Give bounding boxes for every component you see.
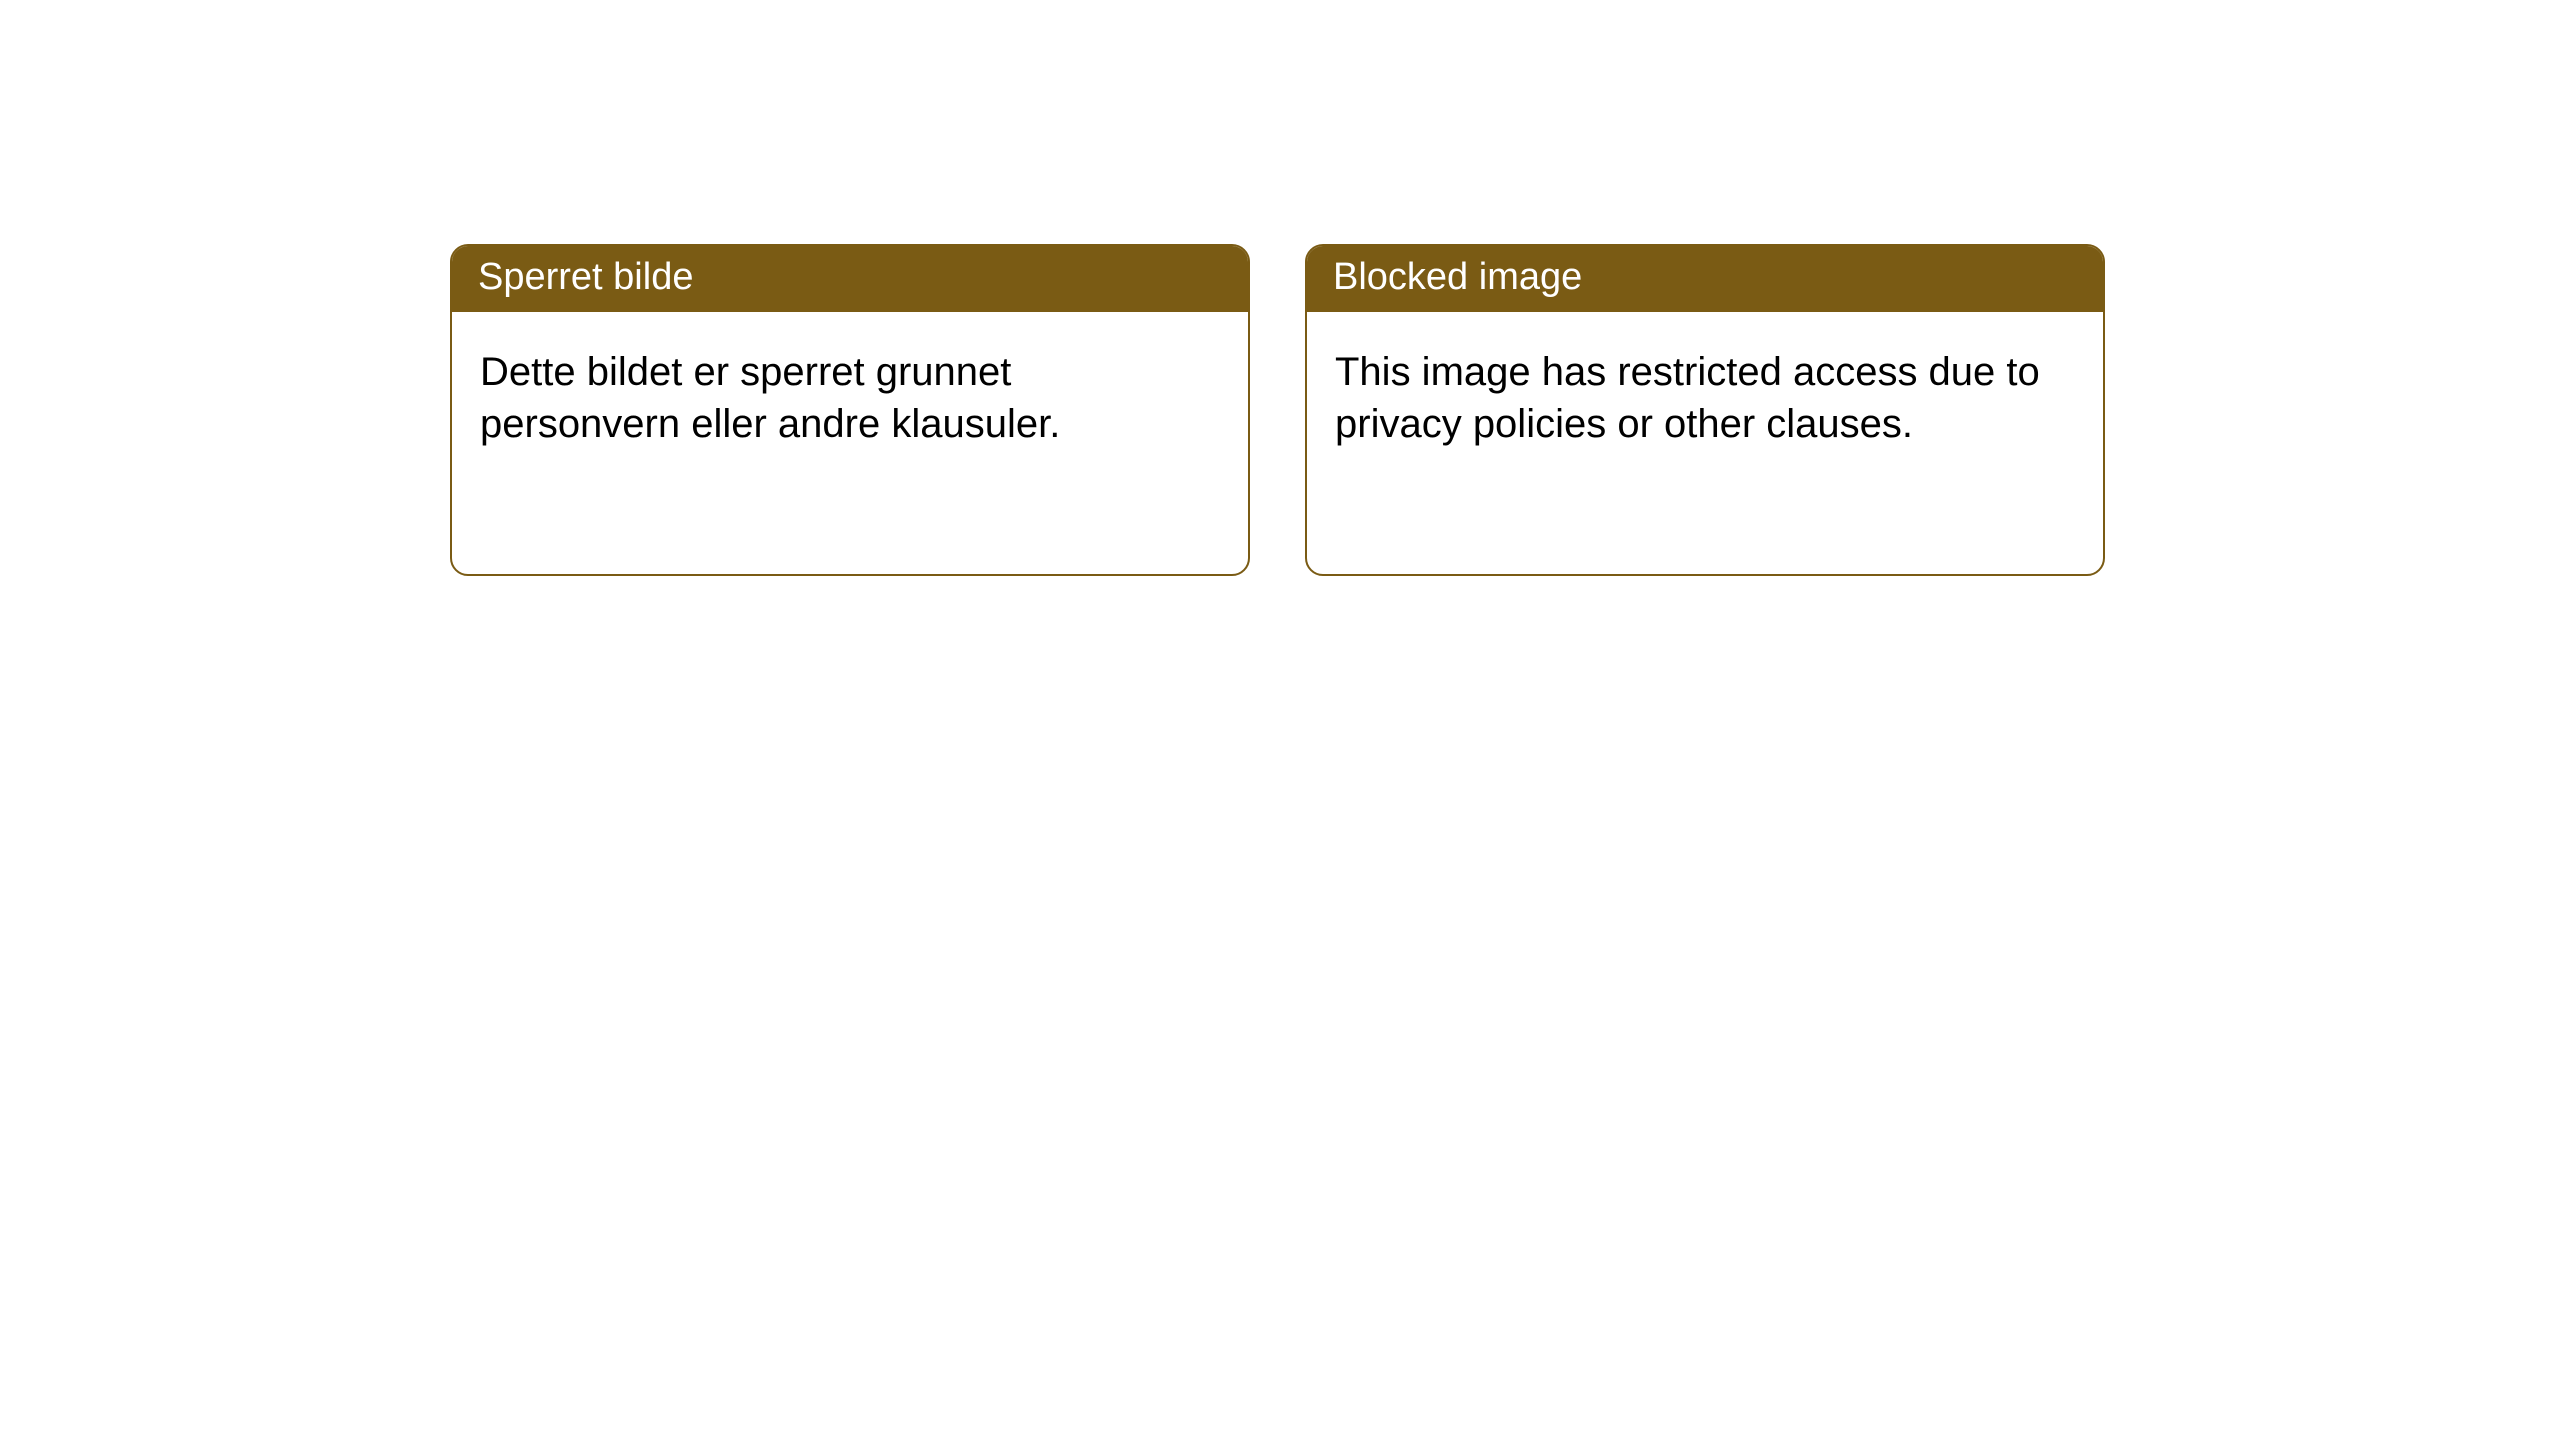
- notice-box-norwegian: Sperret bilde Dette bildet er sperret gr…: [450, 244, 1250, 576]
- notice-header: Blocked image: [1307, 246, 2103, 312]
- notice-body: This image has restricted access due to …: [1307, 312, 2103, 484]
- notice-container: Sperret bilde Dette bildet er sperret gr…: [0, 0, 2560, 576]
- notice-body: Dette bildet er sperret grunnet personve…: [452, 312, 1248, 484]
- notice-box-english: Blocked image This image has restricted …: [1305, 244, 2105, 576]
- notice-header: Sperret bilde: [452, 246, 1248, 312]
